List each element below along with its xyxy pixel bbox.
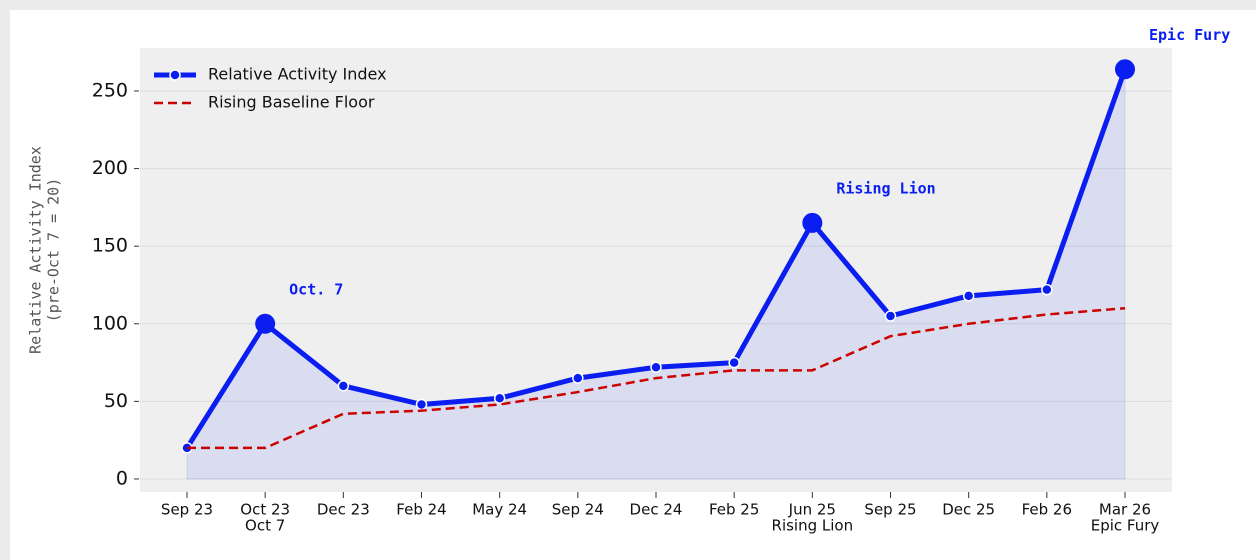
legend-label: Relative Activity Index [208, 65, 387, 84]
y-tick-label: 0 [116, 467, 128, 489]
x-tick-label: Sep 25 [864, 501, 916, 519]
x-tick-label: Feb 24 [396, 501, 446, 519]
legend-label: Rising Baseline Floor [208, 93, 375, 112]
x-tick-label: May 24 [472, 501, 527, 519]
x-tick-label: Feb 26 [1022, 501, 1072, 519]
marker [884, 310, 897, 322]
y-tick-label: 200 [92, 157, 128, 179]
x-tick-sublabel: Epic Fury [1091, 517, 1160, 535]
x-tick-sublabel: Oct 7 [245, 517, 285, 535]
y-tick-label: 50 [104, 390, 128, 412]
marker [572, 372, 584, 384]
y-tick-label: 250 [92, 79, 128, 101]
y-tick-label: 150 [92, 235, 128, 257]
marker [337, 380, 350, 392]
x-tick-label: Jun 25 [788, 501, 836, 519]
annotation: Oct. 7 [289, 280, 343, 298]
x-tick-label: Dec 23 [317, 501, 370, 519]
annotation: Epic Fury [1149, 26, 1230, 44]
marker [1041, 283, 1053, 296]
x-tick-label: Feb 25 [709, 501, 759, 519]
annotation: Rising Lion [836, 179, 935, 197]
x-tick-sublabel: Rising Lion [772, 517, 854, 535]
marker [415, 398, 428, 411]
x-tick-label: Oct 23 [240, 501, 290, 519]
x-tick-label: Sep 23 [161, 501, 213, 519]
marker [802, 212, 823, 233]
line [187, 307, 1126, 450]
plot-area [140, 48, 1172, 492]
y-axis-label: (pre-Oct 7 = 20) [45, 178, 63, 323]
legend-marker [169, 69, 181, 81]
marker [255, 313, 276, 334]
y-tick-label: 100 [92, 312, 128, 334]
marker [1115, 59, 1135, 80]
marker [650, 361, 662, 373]
x-tick-label: Dec 25 [942, 501, 995, 519]
marker [728, 356, 740, 369]
x-tick-label: Sep 24 [552, 501, 604, 519]
x-tick-label: Mar 26 [1099, 501, 1151, 519]
marker [962, 290, 975, 302]
y-axis-label: Relative Activity Index [27, 146, 45, 354]
marker [493, 392, 506, 405]
x-tick-label: Dec 24 [630, 501, 683, 519]
